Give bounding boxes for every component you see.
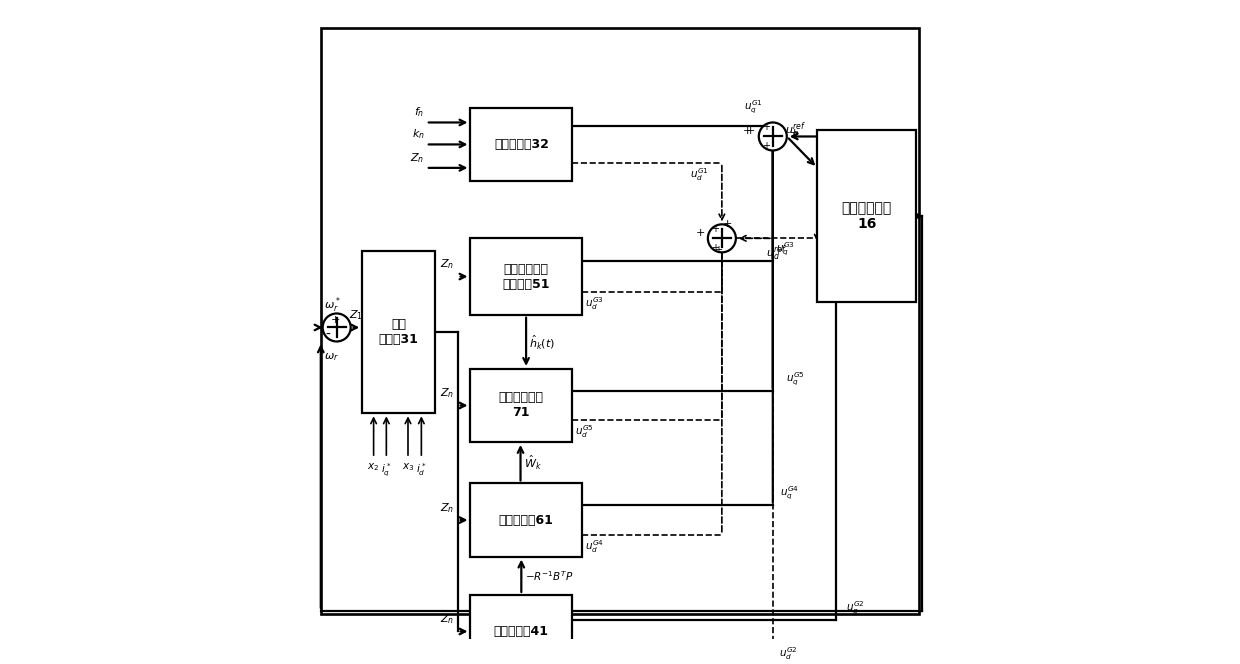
Bar bbox=[470, 483, 582, 556]
Text: $u_d^{G5}$: $u_d^{G5}$ bbox=[575, 423, 594, 440]
Text: +: + bbox=[743, 126, 753, 136]
Text: +: + bbox=[761, 141, 770, 151]
Text: $u_d^{G2}$: $u_d^{G2}$ bbox=[779, 645, 797, 663]
Text: $u_d^{G1}$: $u_d^{G1}$ bbox=[689, 166, 709, 183]
Text: $u_d^{G4}$: $u_d^{G4}$ bbox=[585, 538, 604, 554]
Circle shape bbox=[708, 224, 735, 252]
Text: +: + bbox=[696, 228, 704, 238]
Text: +: + bbox=[331, 315, 340, 325]
Circle shape bbox=[322, 313, 351, 341]
Bar bbox=[470, 369, 572, 442]
Text: $Z_n$: $Z_n$ bbox=[440, 501, 455, 515]
Text: $u_q^{G5}$: $u_q^{G5}$ bbox=[785, 371, 805, 388]
Text: $\omega_r^*$: $\omega_r^*$ bbox=[324, 295, 341, 315]
Text: -: - bbox=[326, 327, 331, 341]
Text: $u_q^{ref}$: $u_q^{ref}$ bbox=[785, 120, 806, 143]
Text: $i_q^*$: $i_q^*$ bbox=[381, 461, 392, 479]
Text: +: + bbox=[711, 243, 719, 253]
Text: $u_q^{G1}$: $u_q^{G1}$ bbox=[744, 99, 763, 116]
Text: +: + bbox=[723, 219, 732, 229]
Text: $u_q^{G3}$: $u_q^{G3}$ bbox=[776, 240, 795, 258]
Text: $i_d^*$: $i_d^*$ bbox=[417, 461, 427, 478]
Bar bbox=[470, 238, 582, 315]
Text: +: + bbox=[711, 224, 719, 234]
Text: $k_n$: $k_n$ bbox=[412, 127, 424, 141]
Bar bbox=[470, 595, 572, 664]
Text: $Z_n$: $Z_n$ bbox=[410, 151, 424, 165]
Bar bbox=[817, 130, 916, 302]
Bar bbox=[362, 251, 435, 414]
Text: $Z_n$: $Z_n$ bbox=[440, 386, 455, 400]
Text: $f_n$: $f_n$ bbox=[414, 106, 424, 120]
Text: $\hat{W}_k$: $\hat{W}_k$ bbox=[523, 454, 542, 472]
Text: 鲁棒控制器61: 鲁棒控制器61 bbox=[498, 513, 553, 527]
Text: $Z_1$: $Z_1$ bbox=[350, 309, 363, 323]
Text: $x_3$: $x_3$ bbox=[402, 461, 414, 473]
Text: $-R^{-1}B^TP$: $-R^{-1}B^TP$ bbox=[525, 569, 573, 583]
Text: 最优控制器41: 最优控制器41 bbox=[494, 625, 549, 638]
Text: $\omega_r$: $\omega_r$ bbox=[324, 351, 339, 363]
Text: 驱动电机系统
16: 驱动电机系统 16 bbox=[842, 201, 892, 231]
Text: 自构造神经网
络控制器51: 自构造神经网 络控制器51 bbox=[502, 262, 549, 291]
Circle shape bbox=[759, 122, 787, 151]
Text: $\hat{h}_k(t)$: $\hat{h}_k(t)$ bbox=[529, 333, 556, 351]
Text: +: + bbox=[761, 122, 770, 131]
Text: +: + bbox=[790, 128, 800, 138]
Text: $u_d^{G3}$: $u_d^{G3}$ bbox=[585, 295, 604, 312]
Text: 误差
观测器31: 误差 观测器31 bbox=[379, 318, 419, 346]
Text: +: + bbox=[746, 126, 755, 136]
Text: $x_2$: $x_2$ bbox=[367, 461, 379, 473]
Text: $u_q^{G4}$: $u_q^{G4}$ bbox=[780, 485, 800, 502]
Text: 自适应控制器
71: 自适应控制器 71 bbox=[498, 392, 544, 420]
Text: $Z_n$: $Z_n$ bbox=[440, 613, 455, 626]
Text: $Z_n$: $Z_n$ bbox=[440, 258, 455, 272]
Text: $u_q^{G2}$: $u_q^{G2}$ bbox=[846, 600, 864, 618]
Bar bbox=[470, 108, 572, 181]
Text: +: + bbox=[714, 244, 722, 254]
Text: $u_d^{ref}$: $u_d^{ref}$ bbox=[766, 244, 787, 263]
Text: 反步控制器32: 反步控制器32 bbox=[494, 138, 549, 151]
